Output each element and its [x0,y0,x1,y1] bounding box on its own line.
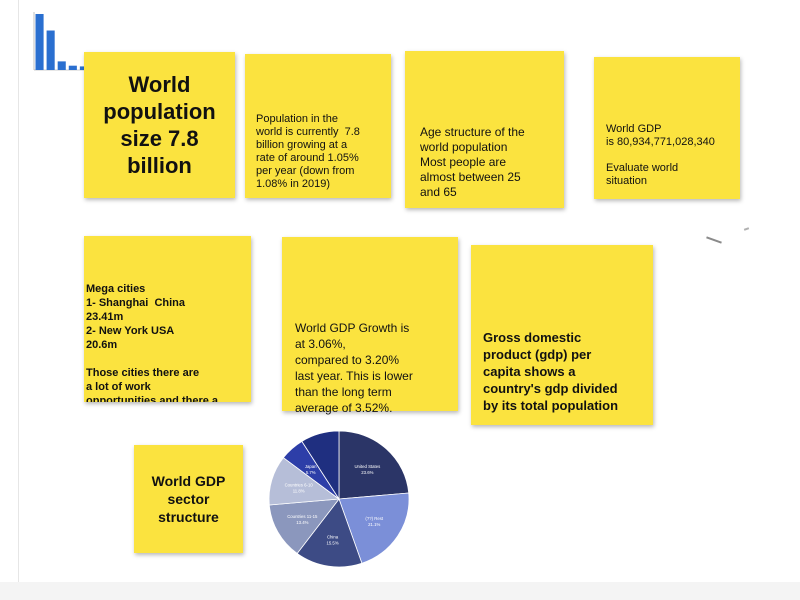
bar [79,66,88,70]
note-mega-cities-text: Mega cities 1- Shanghai China 23.41m 2- … [86,283,219,402]
note-gdp-per-capita-text: Gross domestic product (gdp) per capita … [483,330,619,413]
pie-slice-value: 13.4% [296,520,308,525]
bar [68,65,77,70]
pie-slice-label: Countries 6-10 [285,483,314,488]
note-world-population-text: World population size 7.8 billion [103,72,216,178]
pie-slice-label: Countries 11-15 [287,514,318,519]
note-population-growth-text: Population in the world is currently 7.8… [256,113,360,190]
note-world-population[interactable]: World population size 7.8 billion [84,52,235,198]
pie-slice-value: 11.8% [293,489,305,494]
note-world-gdp-text: World GDP is 80,934,771,028,340 Evaluate… [606,123,715,187]
note-population-growth[interactable]: Population in the world is currently 7.8… [245,54,391,198]
note-mega-cities[interactable]: Mega cities 1- Shanghai China 23.41m 2- … [84,236,251,402]
note-gdp-growth[interactable]: World GDP Growth is at 3.06%, compared t… [282,237,458,415]
bar [57,61,66,70]
note-age-structure[interactable]: Age structure of the world population Mo… [405,51,564,208]
pie-slice [296,498,363,568]
pie-slice [338,492,410,564]
note-gdp-sector-text: World GDP sector structure [151,473,226,525]
note-gdp-growth-text: World GDP Growth is at 3.06%, compared t… [295,321,413,415]
note-gdp-per-capita[interactable]: Gross domestic product (gdp) per capita … [471,245,653,425]
note-age-structure-text: Age structure of the world population Mo… [420,125,525,199]
bar [35,14,44,70]
note-world-gdp[interactable]: World GDP is 80,934,771,028,340 Evaluate… [594,57,740,199]
pie-slice [268,498,340,555]
bottom-bar [0,582,800,600]
pie-slice-value: 15.5% [326,540,338,545]
pie-slice [301,430,340,501]
pie-slice-label: United States [354,464,380,469]
pie-slice-label: Japan [305,464,317,469]
pie-slice-label: China [327,534,339,539]
bar [46,30,55,70]
pie-slice-value: 23.6% [361,470,373,475]
pie-slice [338,430,410,500]
pie-slice-value: 5.7% [306,470,316,475]
pie-slice-label: (??) Rest [365,516,383,521]
pie-slice-value: 21.1% [368,522,380,527]
note-gdp-sector[interactable]: World GDP sector structure [134,445,243,553]
